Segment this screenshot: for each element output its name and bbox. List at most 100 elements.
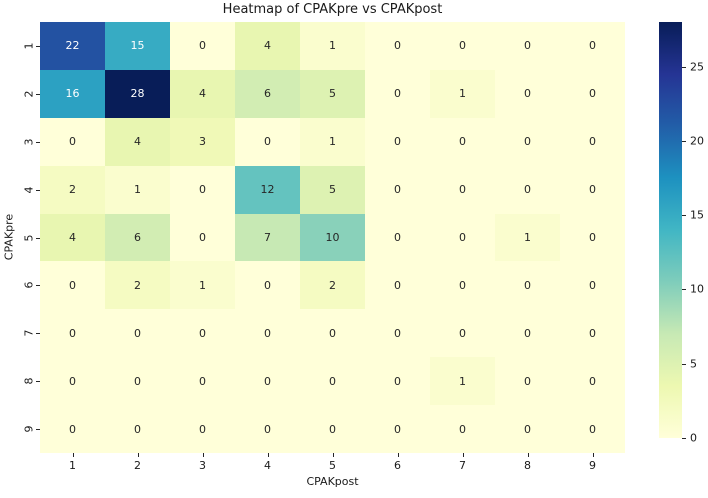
colorbar-tick-mark	[682, 289, 686, 291]
heatmap-cell: 0	[495, 357, 560, 406]
x-tick-mark	[527, 453, 529, 457]
colorbar-tick-mark	[682, 140, 686, 142]
y-tick-mark	[36, 381, 40, 383]
heatmap-cell: 0	[430, 165, 495, 214]
colorbar-tick-label: 5	[690, 357, 697, 371]
heatmap-cell: 4	[235, 22, 300, 70]
heatmap-cell: 1	[105, 165, 170, 214]
heatmap-cell: 2	[300, 261, 365, 310]
heatmap-cell: 0	[235, 357, 300, 406]
heatmap-cell: 0	[560, 69, 625, 118]
y-tick-mark	[36, 189, 40, 191]
y-tick-mark	[36, 285, 40, 287]
colorbar-tick-label: 15	[690, 208, 704, 222]
y-tick-label: 1	[22, 42, 36, 50]
y-tick-label: 8	[22, 377, 36, 385]
heatmap-cell: 0	[495, 309, 560, 358]
x-tick-label: 4	[264, 459, 271, 472]
heatmap-cell: 0	[430, 22, 495, 70]
y-tick-label: 2	[22, 90, 36, 98]
colorbar-tick-label: 25	[690, 60, 704, 74]
x-tick-label: 8	[524, 459, 531, 472]
heatmap-cell: 0	[560, 165, 625, 214]
heatmap-cell: 0	[300, 405, 365, 453]
heatmap-cell: 1	[170, 261, 235, 310]
heatmap-cell: 0	[105, 357, 170, 406]
heatmap-cell: 0	[300, 357, 365, 406]
heatmap-cell: 0	[560, 309, 625, 358]
heatmap-cell: 1	[300, 117, 365, 166]
heatmap-cell: 4	[40, 213, 105, 262]
heatmap-cell: 0	[430, 117, 495, 166]
colorbar-tick-mark	[682, 215, 686, 217]
y-tick-mark	[36, 429, 40, 431]
heatmap-cell: 22	[40, 22, 105, 70]
x-tick-label: 1	[69, 459, 76, 472]
heatmap-cell: 0	[235, 117, 300, 166]
x-tick-mark	[397, 453, 399, 457]
heatmap-cell: 0	[40, 309, 105, 358]
heatmap-cell: 28	[105, 69, 170, 118]
heatmap-cell: 1	[430, 69, 495, 118]
colorbar-tick-label: 10	[690, 282, 704, 296]
heatmap-cell: 0	[495, 22, 560, 70]
colorbar-tick-mark	[682, 363, 686, 365]
heatmap-cell: 0	[300, 309, 365, 358]
x-tick-label: 6	[394, 459, 401, 472]
y-tick-label: 4	[22, 186, 36, 194]
x-tick-mark	[462, 453, 464, 457]
heatmap-cell: 0	[495, 165, 560, 214]
heatmap-cell: 0	[170, 165, 235, 214]
heatmap-cell: 1	[495, 213, 560, 262]
heatmap-cell: 0	[170, 357, 235, 406]
heatmap-cell: 2	[40, 165, 105, 214]
x-tick-label: 3	[199, 459, 206, 472]
heatmap-cell: 0	[495, 261, 560, 310]
heatmap-cell: 0	[430, 309, 495, 358]
y-axis-label: CPAKpre	[2, 213, 16, 261]
x-tick-label: 9	[589, 459, 596, 472]
heatmap-cell: 0	[430, 405, 495, 453]
y-tick-mark	[36, 45, 40, 47]
y-tick-label: 3	[22, 138, 36, 146]
heatmap-cell: 0	[495, 69, 560, 118]
colorbar-gradient	[659, 22, 682, 438]
heatmap-cell: 16	[40, 69, 105, 118]
heatmap-cell: 0	[560, 117, 625, 166]
x-tick-mark	[267, 453, 269, 457]
heatmap-cell: 15	[105, 22, 170, 70]
heatmap-cell: 0	[560, 261, 625, 310]
heatmap-cell: 0	[365, 405, 430, 453]
heatmap-cell: 0	[40, 117, 105, 166]
heatmap-cell: 0	[235, 405, 300, 453]
heatmap-cell: 4	[170, 69, 235, 118]
heatmap-cell: 5	[300, 69, 365, 118]
heatmap-cell: 0	[235, 261, 300, 310]
heatmap-cell: 6	[105, 213, 170, 262]
heatmap-cell: 0	[105, 309, 170, 358]
chart-title: Heatmap of CPAKpre vs CPAKpost	[222, 2, 443, 17]
x-tick-mark	[137, 453, 139, 457]
heatmap-cell: 0	[40, 261, 105, 310]
heatmap-cell: 0	[170, 405, 235, 453]
heatmap-cell: 6	[235, 69, 300, 118]
heatmap-cell: 0	[170, 213, 235, 262]
y-tick-label: 6	[22, 281, 36, 289]
heatmap-cell: 0	[365, 69, 430, 118]
heatmap-cell: 0	[560, 22, 625, 70]
heatmap-cell: 3	[170, 117, 235, 166]
colorbar-tick-mark	[682, 66, 686, 68]
heatmap-cell: 0	[40, 405, 105, 453]
y-tick-label: 9	[22, 425, 36, 433]
heatmap-cell: 0	[365, 357, 430, 406]
x-tick-mark	[72, 453, 74, 457]
x-tick-mark	[332, 453, 334, 457]
y-tick-mark	[36, 237, 40, 239]
heatmap-cell: 0	[105, 405, 170, 453]
x-tick-label: 5	[329, 459, 336, 472]
x-tick-mark	[202, 453, 204, 457]
heatmap-cell: 0	[365, 22, 430, 70]
heatmap-cell: 0	[365, 117, 430, 166]
y-tick-mark	[36, 141, 40, 143]
